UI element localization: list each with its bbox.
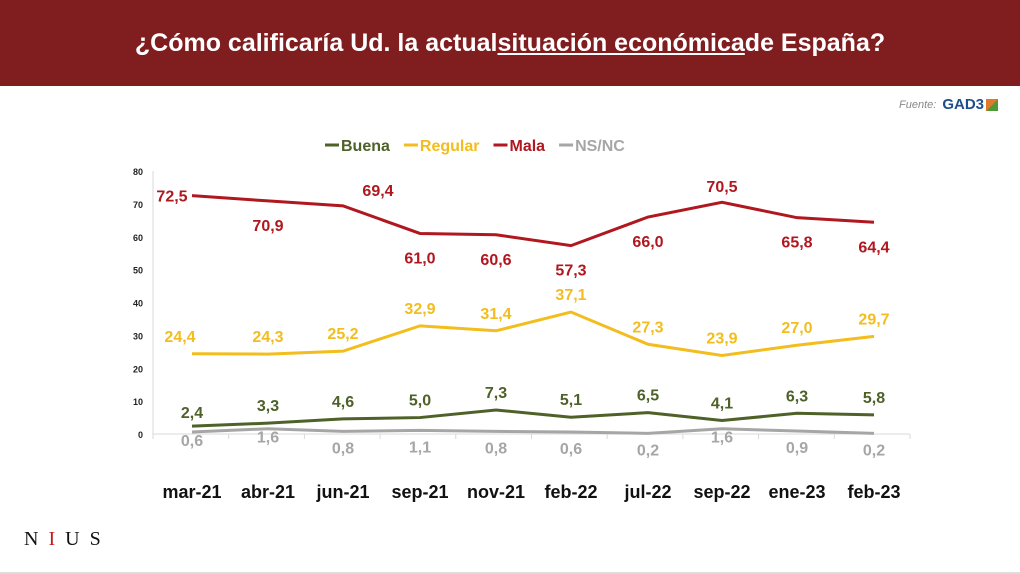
data-label: 0,2 (637, 442, 659, 459)
nius-logo: NIUS (24, 528, 111, 551)
nius-us: US (65, 528, 111, 550)
x-tick-label: feb-22 (544, 482, 597, 502)
gad3-logo-text: GAD3 (942, 96, 984, 113)
data-label: 37,1 (555, 287, 586, 304)
x-tick-label: sep-21 (391, 482, 448, 502)
data-label: 24,4 (164, 329, 195, 346)
legend-item: Mala (509, 138, 545, 155)
data-label: 29,7 (858, 311, 889, 328)
data-label: 31,4 (480, 306, 511, 323)
series-line-nsnc (191, 427, 875, 435)
data-label: 24,3 (252, 329, 283, 346)
data-label: 70,5 (706, 179, 737, 196)
data-label: 1,6 (257, 430, 279, 447)
source: Fuente: GAD3 (899, 96, 998, 113)
title-underlined: situación económica (497, 28, 745, 57)
data-label: 70,9 (252, 218, 283, 235)
data-label: 4,1 (711, 396, 733, 413)
title-pre: ¿Cómo calificaría Ud. la actual (134, 28, 498, 57)
legend-item: NS/NC (575, 138, 625, 155)
data-label: 0,6 (560, 441, 582, 458)
nius-n: N (24, 528, 49, 550)
data-label: 57,3 (555, 263, 586, 280)
x-tick-label: mar-21 (162, 482, 221, 502)
x-tick-label: nov-21 (467, 482, 525, 502)
data-label: 6,5 (637, 388, 659, 405)
data-label: 25,2 (327, 326, 358, 343)
legend-item: Regular (420, 138, 480, 155)
y-tick-label: 40 (133, 299, 143, 309)
title-post: de España? (744, 28, 886, 57)
data-label: 32,9 (404, 301, 435, 318)
data-label: 1,6 (711, 430, 733, 447)
nius-i: I (48, 528, 66, 550)
data-label: 65,8 (781, 235, 812, 252)
x-tick-label: ene-23 (768, 482, 825, 502)
series-line-mala (191, 194, 875, 248)
y-tick-label: 50 (133, 266, 143, 276)
x-tick-label: jul-22 (623, 482, 671, 502)
cube-icon (986, 98, 998, 111)
x-tick-label: abr-21 (241, 482, 295, 502)
data-label: 60,6 (480, 252, 511, 269)
data-label: 5,1 (560, 392, 582, 409)
gad3-logo: GAD3 (942, 96, 998, 113)
data-label: 2,4 (181, 405, 203, 422)
y-tick-label: 80 (133, 167, 143, 177)
data-label: 64,4 (858, 239, 889, 256)
data-label: 5,8 (863, 390, 885, 407)
x-tick-label: jun-21 (315, 482, 369, 502)
y-tick-label: 70 (133, 200, 143, 210)
data-label: 72,5 (156, 189, 187, 206)
data-label: 27,0 (781, 320, 812, 337)
x-tick-label: sep-22 (693, 482, 750, 502)
source-label: Fuente: (899, 98, 937, 111)
data-label: 5,0 (409, 393, 431, 410)
y-tick-label: 0 (138, 430, 143, 440)
y-tick-label: 10 (133, 397, 143, 407)
data-label: 0,9 (786, 440, 808, 457)
data-label: 1,1 (409, 439, 431, 456)
data-label: 0,8 (332, 440, 354, 457)
y-tick-label: 30 (133, 331, 143, 341)
data-label: 3,3 (257, 398, 279, 415)
divider (0, 572, 1020, 574)
x-tick-label: feb-23 (847, 482, 900, 502)
series-line-buena (191, 408, 875, 428)
data-label: 0,8 (485, 440, 507, 457)
data-label: 7,3 (485, 385, 507, 402)
data-label: 6,3 (786, 388, 808, 405)
data-label: 4,6 (332, 394, 354, 411)
data-label: 0,6 (181, 433, 203, 450)
data-label: 61,0 (404, 250, 435, 267)
series-line-regular (191, 310, 875, 357)
data-label: 69,4 (362, 183, 393, 200)
legend-item: Buena (341, 138, 390, 155)
data-label: 23,9 (706, 330, 737, 347)
page-title: ¿Cómo calificaría Ud. la actual situació… (0, 0, 1020, 86)
data-label: 0,2 (863, 442, 885, 459)
y-tick-label: 60 (133, 233, 143, 243)
data-label: 66,0 (632, 234, 663, 251)
data-label: 27,3 (632, 319, 663, 336)
y-tick-label: 20 (133, 364, 143, 374)
